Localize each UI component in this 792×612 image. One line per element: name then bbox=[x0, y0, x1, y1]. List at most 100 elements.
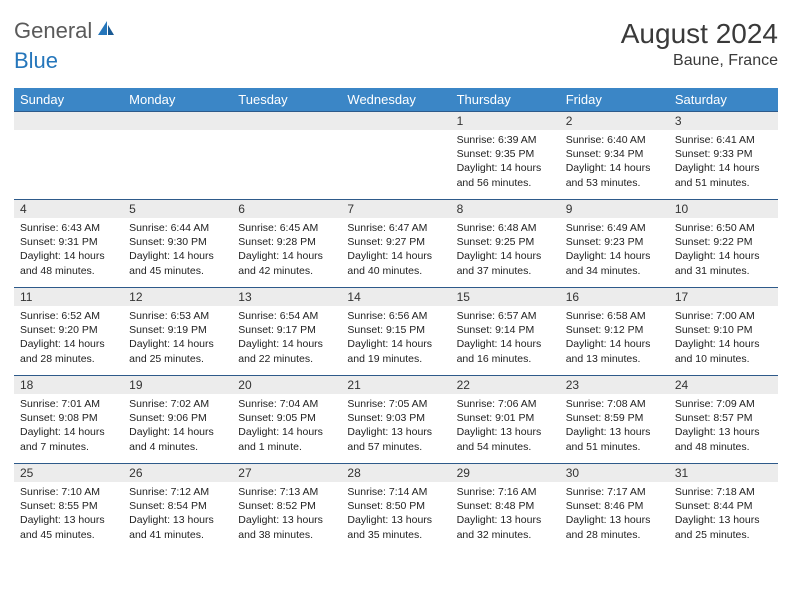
daylight-text: Daylight: 14 hours and 48 minutes. bbox=[20, 249, 117, 277]
month-title: August 2024 bbox=[621, 18, 778, 50]
calendar-week: 11Sunrise: 6:52 AMSunset: 9:20 PMDayligh… bbox=[14, 287, 778, 375]
calendar-cell: 14Sunrise: 6:56 AMSunset: 9:15 PMDayligh… bbox=[341, 287, 450, 375]
day-number: 22 bbox=[451, 376, 560, 394]
day-number: 25 bbox=[14, 464, 123, 482]
day-details: Sunrise: 6:58 AMSunset: 9:12 PMDaylight:… bbox=[560, 306, 669, 370]
calendar-cell bbox=[232, 111, 341, 199]
day-header: Tuesday bbox=[232, 88, 341, 111]
day-number: 5 bbox=[123, 200, 232, 218]
day-number: 11 bbox=[14, 288, 123, 306]
daylight-text: Daylight: 14 hours and 45 minutes. bbox=[129, 249, 226, 277]
day-number: 23 bbox=[560, 376, 669, 394]
day-details: Sunrise: 6:43 AMSunset: 9:31 PMDaylight:… bbox=[14, 218, 123, 282]
sunrise-text: Sunrise: 6:57 AM bbox=[457, 309, 554, 323]
daylight-text: Daylight: 13 hours and 51 minutes. bbox=[566, 425, 663, 453]
sunset-text: Sunset: 9:12 PM bbox=[566, 323, 663, 337]
sunset-text: Sunset: 9:35 PM bbox=[457, 147, 554, 161]
day-details: Sunrise: 7:08 AMSunset: 8:59 PMDaylight:… bbox=[560, 394, 669, 458]
daylight-text: Daylight: 14 hours and 10 minutes. bbox=[675, 337, 772, 365]
sunrise-text: Sunrise: 6:47 AM bbox=[347, 221, 444, 235]
sunset-text: Sunset: 9:01 PM bbox=[457, 411, 554, 425]
day-details: Sunrise: 7:04 AMSunset: 9:05 PMDaylight:… bbox=[232, 394, 341, 458]
day-number-bar: 7 bbox=[341, 199, 450, 218]
day-number: 29 bbox=[451, 464, 560, 482]
sunset-text: Sunset: 9:27 PM bbox=[347, 235, 444, 249]
sunset-text: Sunset: 9:20 PM bbox=[20, 323, 117, 337]
sunset-text: Sunset: 9:08 PM bbox=[20, 411, 117, 425]
day-details: Sunrise: 6:57 AMSunset: 9:14 PMDaylight:… bbox=[451, 306, 560, 370]
day-number-bar bbox=[123, 111, 232, 130]
day-number: 3 bbox=[669, 112, 778, 130]
day-number: 26 bbox=[123, 464, 232, 482]
day-number bbox=[341, 112, 450, 130]
calendar-header-row: SundayMondayTuesdayWednesdayThursdayFrid… bbox=[14, 88, 778, 111]
calendar-cell bbox=[14, 111, 123, 199]
sunrise-text: Sunrise: 7:08 AM bbox=[566, 397, 663, 411]
sail-icon bbox=[96, 19, 116, 42]
calendar-cell: 5Sunrise: 6:44 AMSunset: 9:30 PMDaylight… bbox=[123, 199, 232, 287]
day-number-bar: 4 bbox=[14, 199, 123, 218]
day-number-bar bbox=[14, 111, 123, 130]
calendar-cell: 25Sunrise: 7:10 AMSunset: 8:55 PMDayligh… bbox=[14, 463, 123, 551]
day-details: Sunrise: 7:17 AMSunset: 8:46 PMDaylight:… bbox=[560, 482, 669, 546]
daylight-text: Daylight: 14 hours and 53 minutes. bbox=[566, 161, 663, 189]
day-number-bar: 12 bbox=[123, 287, 232, 306]
sunset-text: Sunset: 9:03 PM bbox=[347, 411, 444, 425]
day-number: 15 bbox=[451, 288, 560, 306]
calendar-cell: 2Sunrise: 6:40 AMSunset: 9:34 PMDaylight… bbox=[560, 111, 669, 199]
sunrise-text: Sunrise: 7:14 AM bbox=[347, 485, 444, 499]
daylight-text: Daylight: 13 hours and 41 minutes. bbox=[129, 513, 226, 541]
day-number bbox=[123, 112, 232, 130]
day-number-bar: 1 bbox=[451, 111, 560, 130]
daylight-text: Daylight: 14 hours and 31 minutes. bbox=[675, 249, 772, 277]
day-number: 4 bbox=[14, 200, 123, 218]
sunset-text: Sunset: 9:10 PM bbox=[675, 323, 772, 337]
day-details: Sunrise: 6:45 AMSunset: 9:28 PMDaylight:… bbox=[232, 218, 341, 282]
day-details: Sunrise: 7:12 AMSunset: 8:54 PMDaylight:… bbox=[123, 482, 232, 546]
day-details: Sunrise: 7:06 AMSunset: 9:01 PMDaylight:… bbox=[451, 394, 560, 458]
daylight-text: Daylight: 14 hours and 1 minute. bbox=[238, 425, 335, 453]
sunset-text: Sunset: 8:59 PM bbox=[566, 411, 663, 425]
day-details: Sunrise: 7:01 AMSunset: 9:08 PMDaylight:… bbox=[14, 394, 123, 458]
sunset-text: Sunset: 9:34 PM bbox=[566, 147, 663, 161]
sunset-text: Sunset: 8:44 PM bbox=[675, 499, 772, 513]
day-number-bar: 28 bbox=[341, 463, 450, 482]
calendar-cell: 22Sunrise: 7:06 AMSunset: 9:01 PMDayligh… bbox=[451, 375, 560, 463]
sunrise-text: Sunrise: 7:04 AM bbox=[238, 397, 335, 411]
day-number: 19 bbox=[123, 376, 232, 394]
day-number: 16 bbox=[560, 288, 669, 306]
day-details: Sunrise: 6:47 AMSunset: 9:27 PMDaylight:… bbox=[341, 218, 450, 282]
calendar-cell bbox=[123, 111, 232, 199]
calendar-body: 1Sunrise: 6:39 AMSunset: 9:35 PMDaylight… bbox=[14, 111, 778, 551]
sunset-text: Sunset: 8:46 PM bbox=[566, 499, 663, 513]
day-number: 24 bbox=[669, 376, 778, 394]
calendar-cell: 6Sunrise: 6:45 AMSunset: 9:28 PMDaylight… bbox=[232, 199, 341, 287]
day-number: 21 bbox=[341, 376, 450, 394]
day-number-bar: 14 bbox=[341, 287, 450, 306]
day-number-bar: 20 bbox=[232, 375, 341, 394]
sunrise-text: Sunrise: 6:41 AM bbox=[675, 133, 772, 147]
calendar-cell: 7Sunrise: 6:47 AMSunset: 9:27 PMDaylight… bbox=[341, 199, 450, 287]
daylight-text: Daylight: 13 hours and 32 minutes. bbox=[457, 513, 554, 541]
sunrise-text: Sunrise: 6:53 AM bbox=[129, 309, 226, 323]
sunset-text: Sunset: 9:05 PM bbox=[238, 411, 335, 425]
daylight-text: Daylight: 14 hours and 28 minutes. bbox=[20, 337, 117, 365]
day-details: Sunrise: 6:49 AMSunset: 9:23 PMDaylight:… bbox=[560, 218, 669, 282]
day-number: 30 bbox=[560, 464, 669, 482]
day-number: 1 bbox=[451, 112, 560, 130]
calendar-cell: 20Sunrise: 7:04 AMSunset: 9:05 PMDayligh… bbox=[232, 375, 341, 463]
sunset-text: Sunset: 9:22 PM bbox=[675, 235, 772, 249]
calendar-cell: 13Sunrise: 6:54 AMSunset: 9:17 PMDayligh… bbox=[232, 287, 341, 375]
brand-logo: General bbox=[14, 18, 118, 44]
calendar-cell: 29Sunrise: 7:16 AMSunset: 8:48 PMDayligh… bbox=[451, 463, 560, 551]
day-details: Sunrise: 7:10 AMSunset: 8:55 PMDaylight:… bbox=[14, 482, 123, 546]
sunrise-text: Sunrise: 6:49 AM bbox=[566, 221, 663, 235]
daylight-text: Daylight: 14 hours and 13 minutes. bbox=[566, 337, 663, 365]
calendar-cell: 28Sunrise: 7:14 AMSunset: 8:50 PMDayligh… bbox=[341, 463, 450, 551]
sunset-text: Sunset: 9:14 PM bbox=[457, 323, 554, 337]
brand-part2: Blue bbox=[14, 48, 58, 74]
daylight-text: Daylight: 14 hours and 56 minutes. bbox=[457, 161, 554, 189]
daylight-text: Daylight: 13 hours and 57 minutes. bbox=[347, 425, 444, 453]
sunset-text: Sunset: 9:28 PM bbox=[238, 235, 335, 249]
day-number-bar: 18 bbox=[14, 375, 123, 394]
